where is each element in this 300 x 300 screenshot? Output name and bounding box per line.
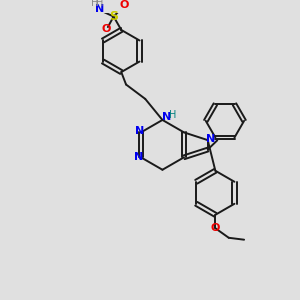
Text: H: H (91, 0, 98, 8)
Text: O: O (101, 24, 111, 34)
Text: N: N (206, 134, 215, 144)
Text: H: H (96, 0, 103, 8)
Text: O: O (211, 223, 220, 233)
Text: N: N (135, 127, 145, 136)
Text: N: N (94, 4, 104, 14)
Text: O: O (119, 0, 129, 10)
Text: H: H (169, 110, 177, 120)
Text: N: N (162, 112, 171, 122)
Text: N: N (134, 152, 144, 162)
Text: S: S (109, 10, 118, 23)
